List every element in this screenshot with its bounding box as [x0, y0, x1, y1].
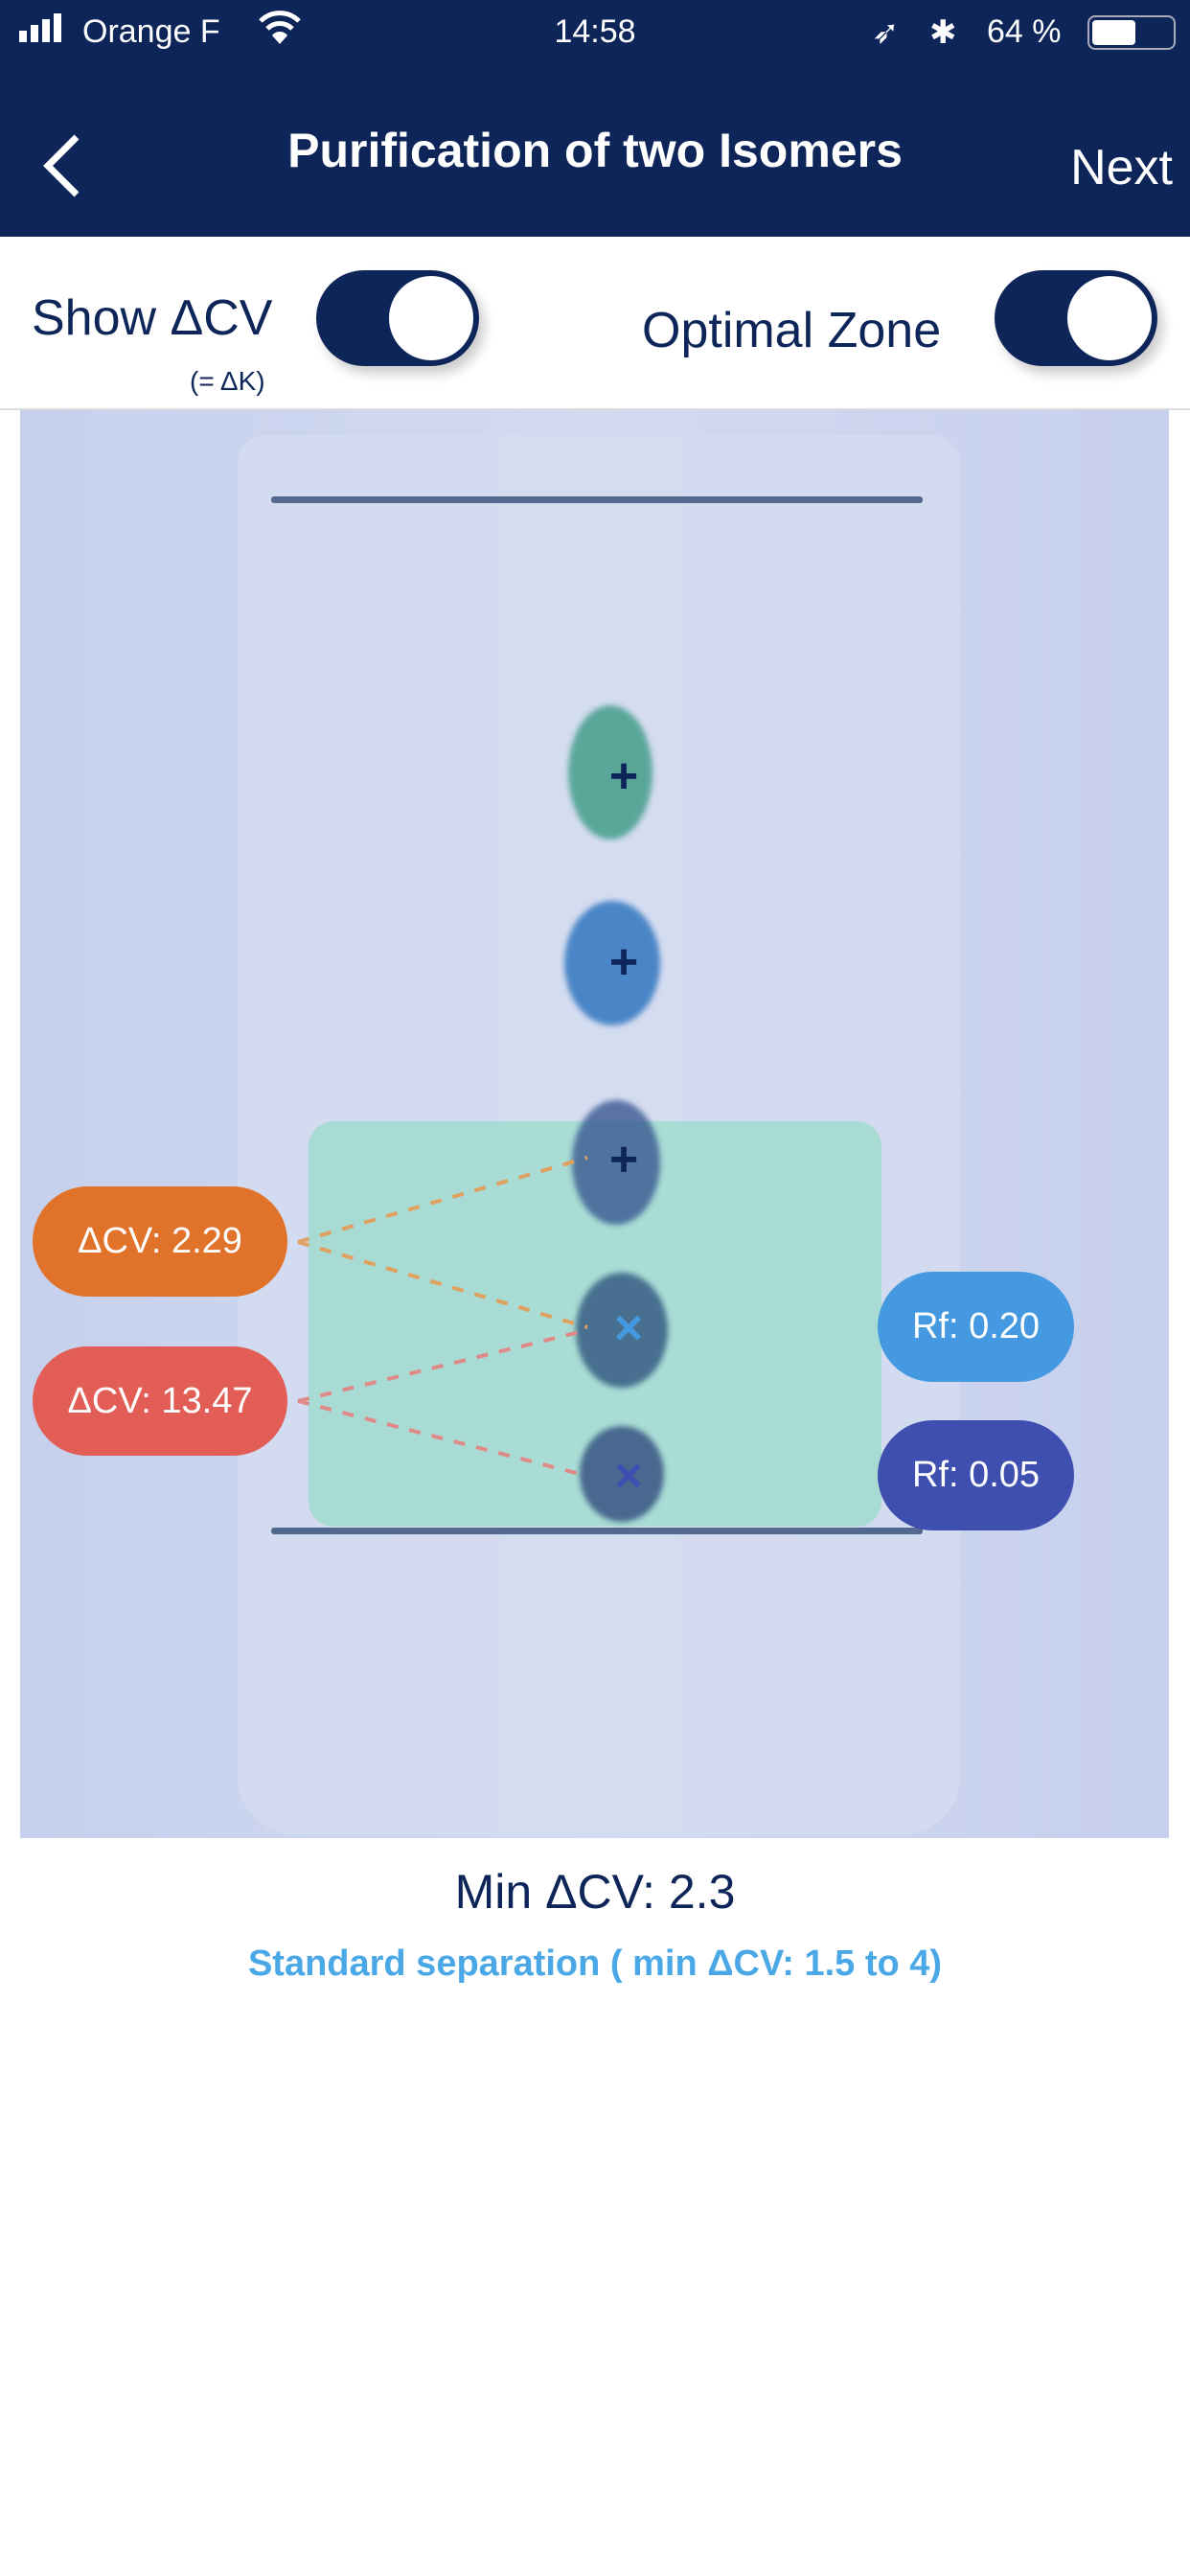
show-dcv-sublabel: (= ΔK) [190, 366, 265, 396]
cross-marker-icon[interactable]: × [613, 1448, 644, 1504]
signal-icon [19, 13, 73, 51]
plus-marker-icon[interactable]: + [608, 934, 639, 990]
toggle-bar: Show ΔCV (= ΔK) Optimal Zone [0, 237, 1190, 410]
delta-connectors [297, 1156, 588, 1478]
chevron-left-icon [43, 134, 80, 197]
bluetooth-icon: ✱ [929, 14, 957, 51]
spot [564, 901, 660, 1025]
wifi-icon [259, 10, 301, 55]
show-dcv-label: Show ΔCV [32, 290, 273, 346]
connector-line [297, 1328, 588, 1478]
page-title: Purification of two Isomers [287, 124, 903, 177]
spot [580, 1426, 664, 1522]
battery-icon [1087, 15, 1176, 50]
optimal-zone-toggle[interactable] [995, 270, 1157, 366]
tlc-plate-image: + + + × × ΔCV: 2.29 ΔCV: 13.47 Rf: 0.20 … [20, 410, 1169, 1838]
rf-label[interactable]: Rf: 0.20 [878, 1272, 1074, 1382]
connector-line [297, 1156, 588, 1329]
back-button[interactable] [38, 132, 86, 199]
battery-percent: 64 % [987, 13, 1062, 50]
delta-cv-label[interactable]: ΔCV: 13.47 [33, 1346, 287, 1456]
location-icon: ➶ [872, 14, 900, 51]
delta-cv-label[interactable]: ΔCV: 2.29 [33, 1186, 287, 1297]
next-button[interactable]: Next [1070, 140, 1173, 196]
spot [568, 705, 652, 840]
baseline [271, 1528, 923, 1534]
clock: 14:58 [554, 13, 636, 50]
min-dcv-value: Min ΔCV: 2.3 [454, 1865, 736, 1919]
optimal-zone-label: Optimal Zone [642, 303, 942, 358]
solvent-front-line [271, 496, 923, 503]
carrier: Orange F [82, 13, 220, 50]
spot [572, 1100, 660, 1225]
plus-marker-icon[interactable]: + [608, 748, 639, 804]
plus-marker-icon[interactable]: + [608, 1132, 639, 1187]
spot [576, 1273, 668, 1388]
header: Orange F 14:58 ➶ ✱ 64 % Purification of … [0, 0, 1190, 237]
cross-marker-icon[interactable]: × [613, 1300, 644, 1356]
show-dcv-toggle[interactable] [316, 270, 479, 366]
rf-label[interactable]: Rf: 0.05 [878, 1420, 1074, 1530]
separation-status: Standard separation ( min ΔCV: 1.5 to 4) [247, 1944, 943, 1984]
